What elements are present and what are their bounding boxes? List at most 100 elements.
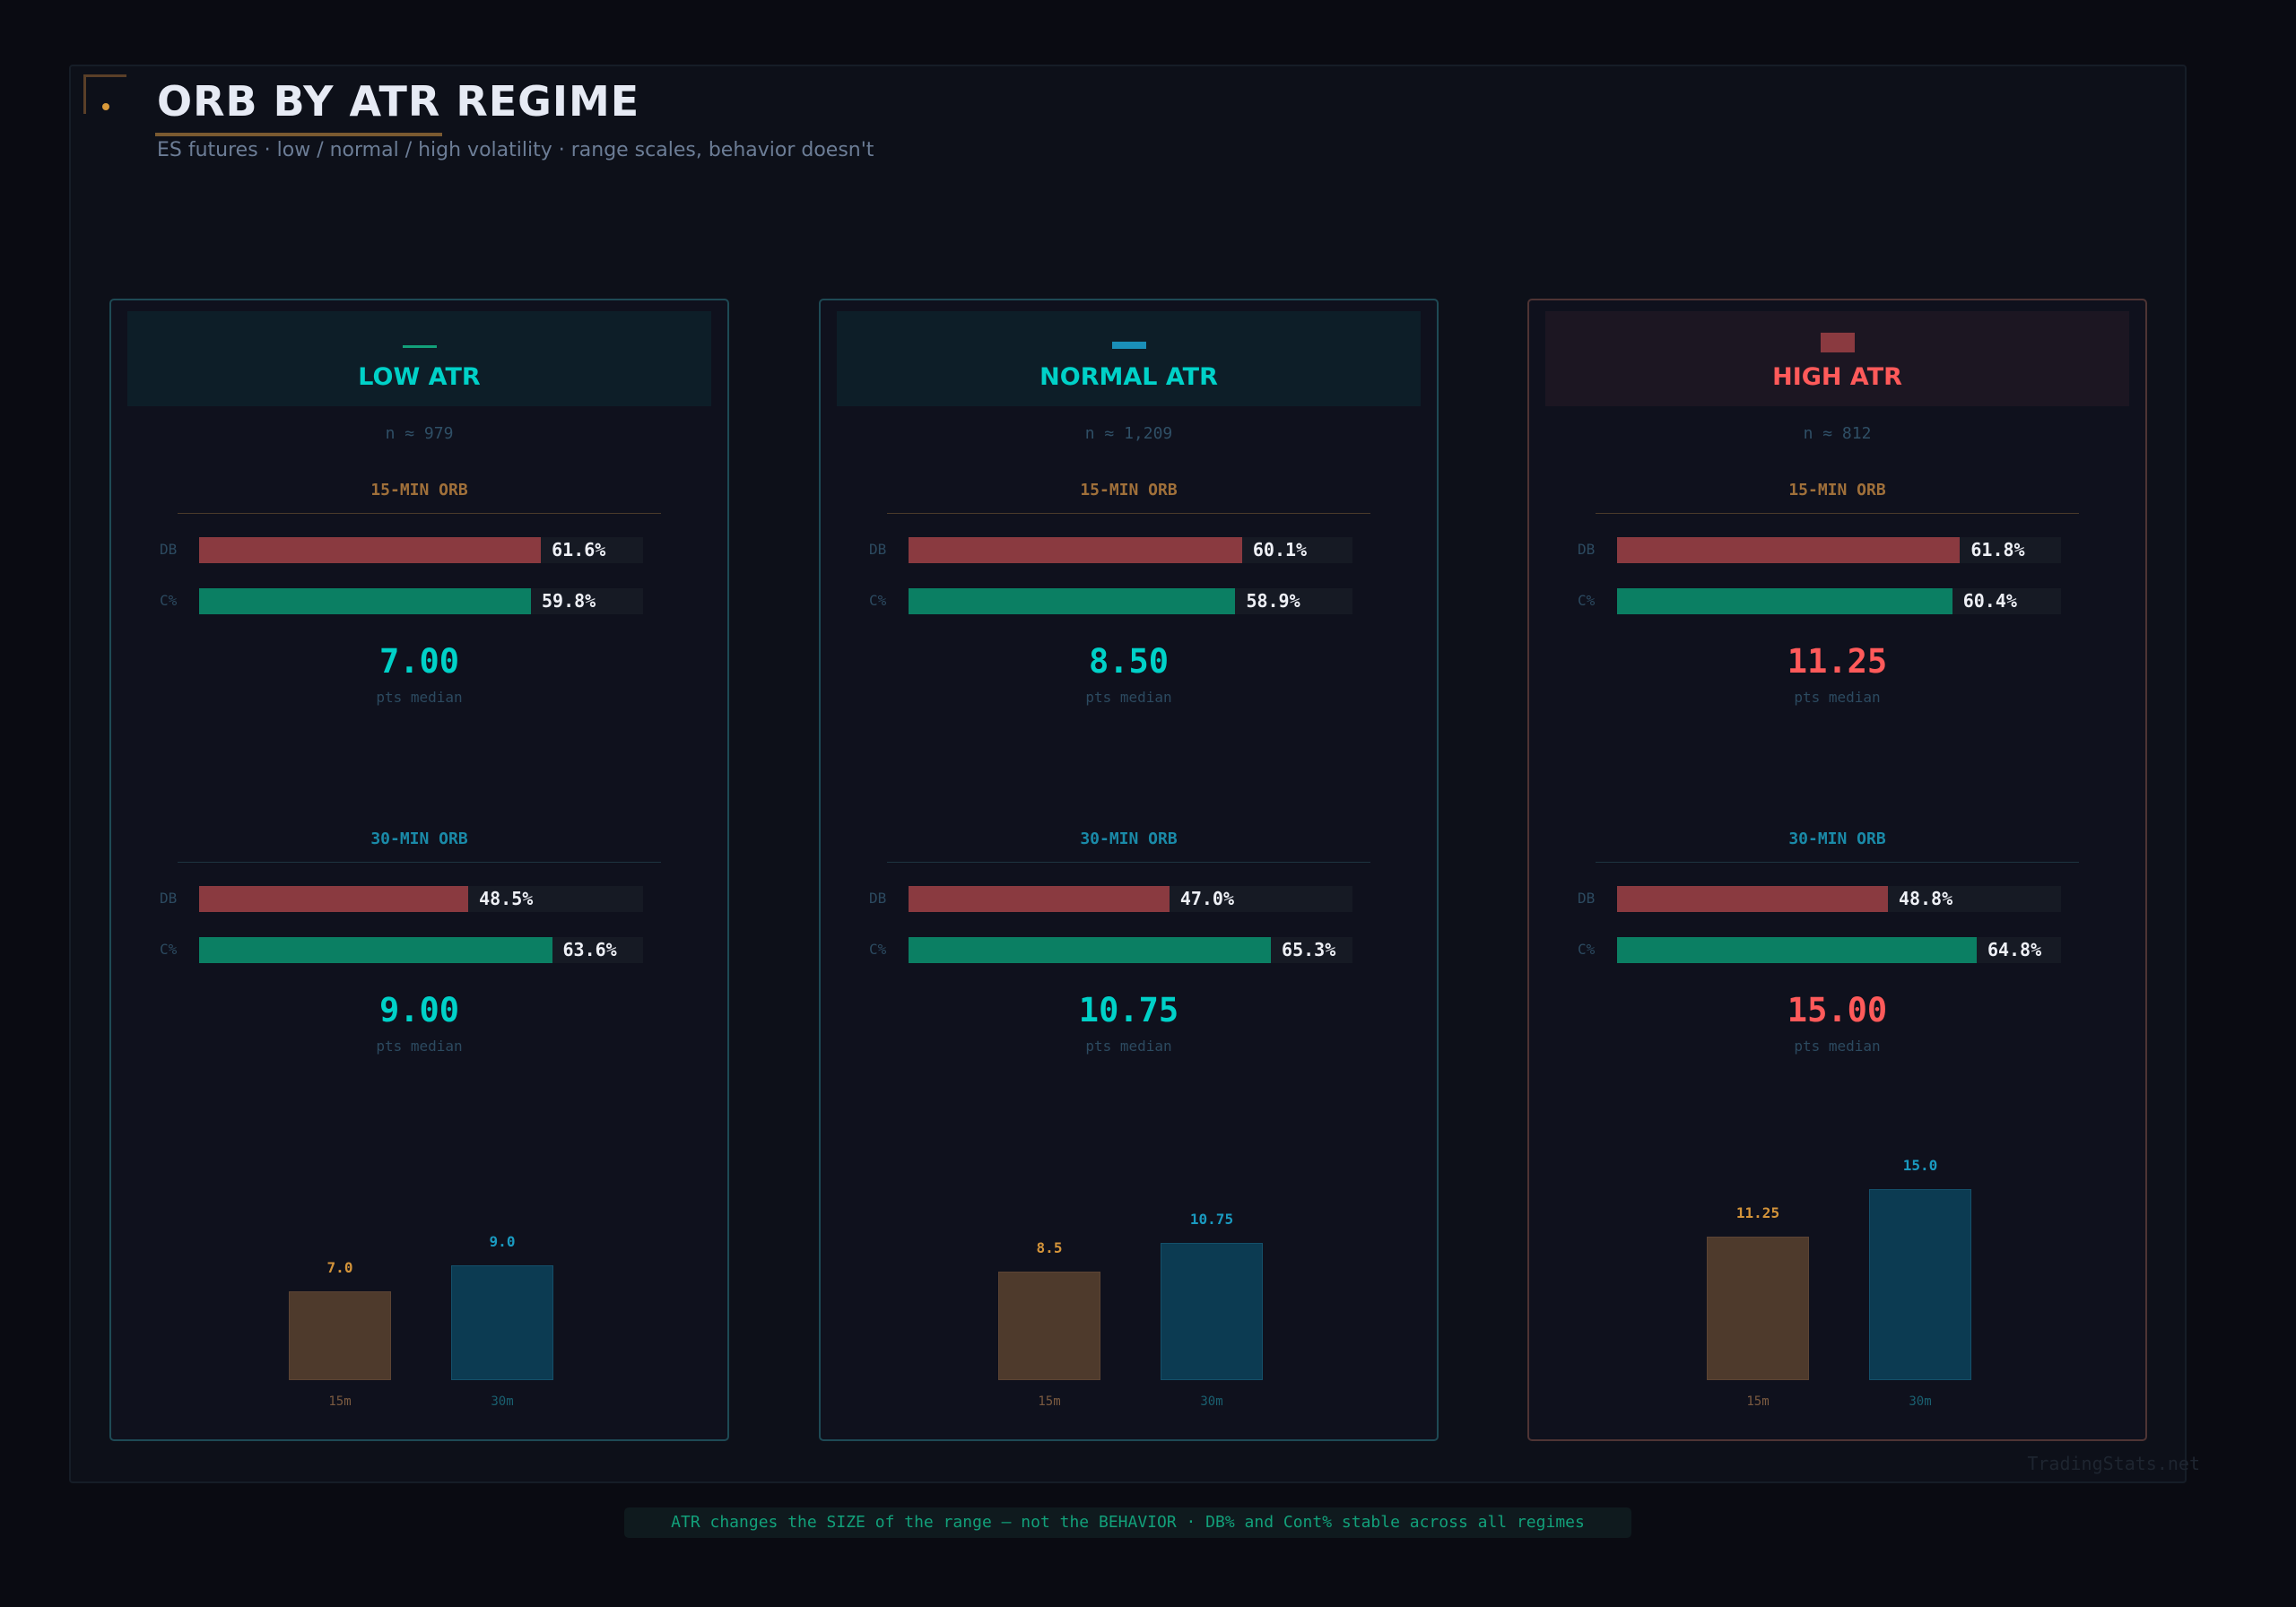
thin-line-icon — [402, 345, 437, 348]
bar-value: 61.6% — [552, 539, 606, 560]
range-bar-15m — [998, 1272, 1100, 1380]
range-bar-value: 8.5 — [1036, 1239, 1063, 1257]
metric-label: C% — [1578, 592, 1596, 609]
metric-label: DB — [1578, 541, 1596, 558]
bar-value: 61.8% — [1970, 539, 2025, 560]
median-value: 11.25 — [1787, 642, 1888, 681]
metric-label: DB — [160, 890, 178, 907]
metric-row-db: DB 61.8% — [1529, 537, 2145, 563]
section-orb30: 30-MIN ORB DB 48.8% C% 64.8% 15.00 pts median — [1529, 830, 2145, 1055]
range-bar-x-label: 15m — [328, 1394, 352, 1409]
card-header: HIGH ATR — [1545, 311, 2129, 406]
section-divider — [887, 862, 1370, 863]
median-label: pts median — [1794, 689, 1881, 706]
bar-track: 61.6% — [199, 537, 643, 563]
bar-value: 59.8% — [542, 590, 596, 612]
bar-fill-db — [909, 537, 1242, 563]
bar-fill-cont — [1617, 588, 1952, 614]
range-bar-15m — [289, 1290, 391, 1380]
section-heading: 30-MIN ORB — [370, 830, 468, 848]
section-orb30: 30-MIN ORB DB 47.0% C% 65.3% 10.75 pts median — [821, 830, 1437, 1055]
median-value: 15.00 — [1787, 991, 1888, 1029]
metric-row-db: DB 61.6% — [111, 537, 727, 563]
range-bar-x-label: 30m — [491, 1394, 514, 1409]
regime-card-low: LOW ATR n ≈ 979 15-MIN ORB DB 61.6% C% 59.8% 7.… — [109, 299, 729, 1441]
metric-label: DB — [869, 890, 887, 907]
section-divider — [178, 513, 661, 514]
section-divider — [1596, 513, 2079, 514]
corner-bracket-icon — [83, 74, 126, 114]
median-label: pts median — [1085, 1038, 1172, 1055]
range-bar-value: 10.75 — [1189, 1211, 1234, 1229]
section-heading: 30-MIN ORB — [1080, 830, 1178, 848]
card-title: NORMAL ATR — [1039, 363, 1218, 391]
metric-row-cont: C% 63.6% — [111, 937, 727, 963]
section-orb15: 15-MIN ORB DB 61.6% C% 59.8% 7.00 pts median — [111, 481, 727, 706]
bar-fill-cont — [199, 937, 552, 963]
section-heading: 30-MIN ORB — [1788, 830, 1886, 848]
metric-row-db: DB 47.0% — [821, 886, 1437, 912]
section-heading: 15-MIN ORB — [370, 481, 468, 499]
bar-fill-cont — [909, 588, 1236, 614]
bar-track: 48.5% — [199, 886, 643, 912]
range-bar-x-label: 30m — [1200, 1394, 1223, 1409]
range-bar-x-label: 30m — [1909, 1394, 1932, 1409]
metric-row-cont: C% 60.4% — [1529, 588, 2145, 614]
bar-track: 63.6% — [199, 937, 643, 963]
section-divider — [178, 862, 661, 863]
sample-size: n ≈ 1,209 — [1084, 424, 1173, 443]
range-bar-value: 11.25 — [1735, 1204, 1780, 1222]
range-bar-x-label: 15m — [1038, 1394, 1061, 1409]
medium-bar-icon — [1111, 342, 1146, 349]
bar-track: 48.8% — [1617, 886, 2061, 912]
bar-value: 65.3% — [1282, 939, 1336, 960]
median-label: pts median — [1085, 689, 1172, 706]
metric-label: C% — [1578, 941, 1596, 958]
bar-track: 47.0% — [909, 886, 1352, 912]
metric-label: DB — [160, 541, 178, 558]
median-value: 8.50 — [1088, 642, 1170, 681]
bar-value: 60.1% — [1252, 539, 1308, 560]
sample-size: n ≈ 812 — [1803, 424, 1872, 443]
range-bar-x-label: 15m — [1746, 1394, 1770, 1409]
metric-label: C% — [160, 941, 178, 958]
bar-fill-cont — [909, 937, 1272, 963]
range-bar-15m — [1707, 1237, 1809, 1380]
median-value: 10.75 — [1078, 991, 1179, 1029]
section-divider — [1596, 862, 2079, 863]
bar-value: 63.6% — [562, 939, 617, 960]
card-header: LOW ATR — [127, 311, 711, 406]
section-orb30: 30-MIN ORB DB 48.5% C% 63.6% 9.00 pts median — [111, 830, 727, 1055]
range-bar-value: 15.0 — [1902, 1157, 1938, 1174]
block-icon — [1820, 333, 1855, 352]
title-underline — [155, 133, 442, 136]
bar-track: 59.8% — [199, 588, 643, 614]
range-bar-30m — [1869, 1189, 1971, 1380]
section-heading: 15-MIN ORB — [1080, 481, 1178, 499]
section-divider — [887, 513, 1370, 514]
watermark: TradingStats.net — [2027, 1453, 2200, 1474]
metric-row-db: DB 60.1% — [821, 537, 1437, 563]
section-orb15: 15-MIN ORB DB 60.1% C% 58.9% 8.50 pts median — [821, 481, 1437, 706]
section-heading: 15-MIN ORB — [1788, 481, 1886, 499]
bar-fill-db — [1617, 537, 1961, 563]
bar-fill-db — [909, 886, 1170, 912]
metric-row-cont: C% 59.8% — [111, 588, 727, 614]
bar-track: 58.9% — [909, 588, 1352, 614]
metric-row-cont: C% 64.8% — [1529, 937, 2145, 963]
card-header: NORMAL ATR — [837, 311, 1421, 406]
metric-row-db: DB 48.8% — [1529, 886, 2145, 912]
range-bar-30m — [1161, 1243, 1263, 1380]
bar-fill-db — [199, 537, 542, 563]
page-subtitle: ES futures · low / normal / high volatil… — [157, 139, 874, 161]
bar-value: 60.4% — [1962, 590, 2017, 612]
footer-note: ATR changes the SIZE of the range — not … — [624, 1507, 1631, 1538]
bar-track: 60.1% — [909, 537, 1352, 563]
median-value: 9.00 — [378, 991, 460, 1029]
metric-label: C% — [869, 592, 887, 609]
regime-card-normal: NORMAL ATR n ≈ 1,209 15-MIN ORB DB 60.1% C% 58… — [819, 299, 1439, 1441]
bar-track: 61.8% — [1617, 537, 2061, 563]
median-label: pts median — [376, 1038, 463, 1055]
bar-track: 60.4% — [1617, 588, 2061, 614]
metric-label: DB — [869, 541, 887, 558]
